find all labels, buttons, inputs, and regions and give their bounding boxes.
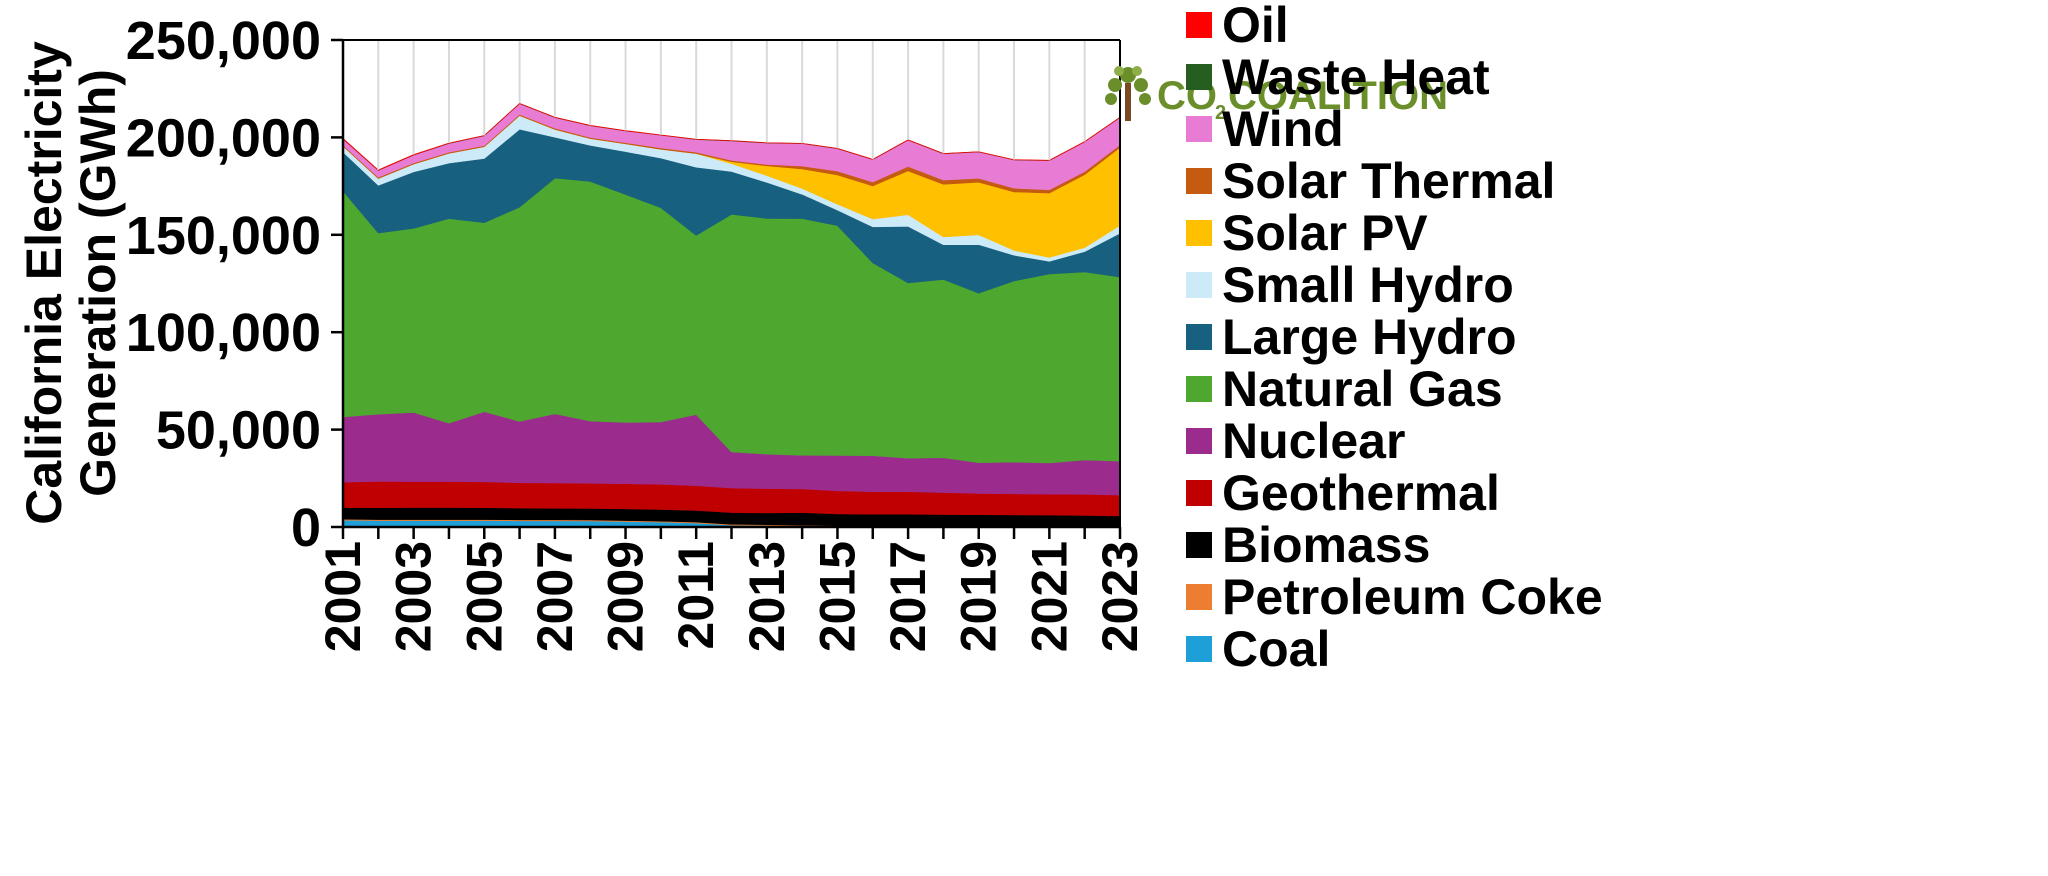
legend-label-petroleum-coke: Petroleum Coke bbox=[1222, 569, 1603, 625]
legend-swatch-geothermal bbox=[1186, 480, 1212, 506]
x-tick-label-2021: 2021 bbox=[1021, 541, 1077, 652]
legend-label-oil: Oil bbox=[1222, 0, 1289, 53]
x-tick-label-2003: 2003 bbox=[386, 541, 442, 652]
legend-swatch-nuclear bbox=[1186, 428, 1212, 454]
legend-item-small-hydro: Small Hydro bbox=[1186, 257, 1514, 313]
y-axis-label-line-1: California Electricity bbox=[16, 41, 72, 525]
legend-label-large-hydro: Large Hydro bbox=[1222, 309, 1517, 365]
legend-label-geothermal: Geothermal bbox=[1222, 465, 1500, 521]
legend-item-coal: Coal bbox=[1186, 621, 1330, 677]
x-tick-label-2019: 2019 bbox=[951, 541, 1007, 652]
legend-item-nuclear: Nuclear bbox=[1186, 413, 1405, 469]
stacked-areas bbox=[342, 102, 1121, 528]
legend-label-biomass: Biomass bbox=[1222, 517, 1430, 573]
logo-text-coalition: COALITION bbox=[1228, 74, 1448, 118]
legend-label-small-hydro: Small Hydro bbox=[1222, 257, 1514, 313]
legend-item-large-hydro: Large Hydro bbox=[1186, 309, 1517, 365]
y-axis-label-2: Generation (GWh) bbox=[70, 69, 126, 497]
y-axis-label-line-2: Generation (GWh) bbox=[70, 69, 126, 497]
legend-swatch-solar-pv bbox=[1186, 220, 1212, 246]
y-tick-label-50000: 50,000 bbox=[156, 401, 321, 461]
legend-label-wind: Wind bbox=[1222, 101, 1344, 157]
x-tick-label-2023: 2023 bbox=[1092, 541, 1148, 652]
legend-swatch-natural-gas bbox=[1186, 376, 1212, 402]
legend-item-oil: Oil bbox=[1186, 0, 1289, 53]
legend-swatch-oil bbox=[1186, 12, 1212, 38]
x-tick-label-2007: 2007 bbox=[527, 541, 583, 652]
y-axis-label: California Electricity bbox=[16, 41, 72, 525]
legend-label-waste-heat: Waste Heat bbox=[1222, 49, 1490, 105]
legend-swatch-small-hydro bbox=[1186, 272, 1212, 298]
x-axis-ticks: 2001 2003 2005 2007 2009 2011 2013 2015 2017 2019… bbox=[315, 527, 1148, 652]
y-tick-label-100000: 100,000 bbox=[126, 303, 321, 363]
legend-swatch-large-hydro bbox=[1186, 324, 1212, 350]
legend-item-geothermal: Geothermal bbox=[1186, 465, 1500, 521]
legend-swatch-wind bbox=[1186, 116, 1212, 142]
legend-swatch-biomass bbox=[1186, 532, 1212, 558]
legend-label-solar-thermal: Solar Thermal bbox=[1222, 153, 1555, 209]
y-tick-label-0: 0 bbox=[291, 498, 321, 558]
x-tick-label-2005: 2005 bbox=[456, 541, 512, 652]
legend-item-biomass: Biomass bbox=[1186, 517, 1430, 573]
x-tick-label-2011: 2011 bbox=[668, 541, 724, 649]
legend-label-solar-pv: Solar PV bbox=[1222, 205, 1428, 261]
legend-item-solar-pv: Solar PV bbox=[1186, 205, 1428, 261]
logo-text-sub: 2 bbox=[1215, 102, 1226, 124]
legend-swatch-solar-thermal bbox=[1186, 168, 1212, 194]
legend-item-natural-gas: Natural Gas bbox=[1186, 361, 1503, 417]
legend-item-solar-thermal: Solar Thermal bbox=[1186, 153, 1555, 209]
legend-item-petroleum-coke: Petroleum Coke bbox=[1186, 569, 1603, 625]
y-tick-label-250000: 250,000 bbox=[126, 11, 321, 71]
gridlines bbox=[377, 40, 1121, 170]
legend-item-wind: Wind bbox=[1186, 101, 1344, 157]
x-tick-label-2001: 2001 bbox=[315, 541, 371, 652]
y-tick-label-150000: 150,000 bbox=[126, 206, 321, 266]
x-tick-label-2015: 2015 bbox=[809, 541, 865, 652]
y-axis-ticks: 0 50,000 100,000 150,000 200,000 250,000 bbox=[126, 11, 343, 558]
legend-swatch-waste-heat bbox=[1186, 64, 1212, 90]
legend-label-nuclear: Nuclear bbox=[1222, 413, 1405, 469]
x-tick-label-2009: 2009 bbox=[598, 541, 654, 652]
legend-label-coal: Coal bbox=[1222, 621, 1330, 677]
tree-icon bbox=[1105, 66, 1151, 121]
legend-label-natural-gas: Natural Gas bbox=[1222, 361, 1503, 417]
x-tick-label-2017: 2017 bbox=[880, 541, 936, 652]
legend-item-waste-heat: Waste Heat bbox=[1186, 49, 1490, 105]
legend-swatch-petroleum-coke bbox=[1186, 584, 1212, 610]
y-tick-label-200000: 200,000 bbox=[126, 108, 321, 168]
x-tick-label-2013: 2013 bbox=[739, 541, 795, 652]
legend-swatch-coal bbox=[1186, 636, 1212, 662]
